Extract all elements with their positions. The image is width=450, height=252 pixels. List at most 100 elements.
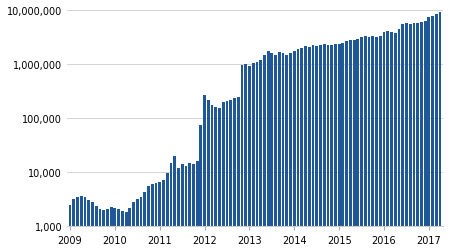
Bar bbox=[162, 181, 165, 252]
Bar bbox=[368, 38, 370, 252]
Bar bbox=[274, 56, 277, 252]
Bar bbox=[181, 165, 184, 252]
Bar bbox=[360, 38, 363, 252]
Bar bbox=[315, 47, 318, 252]
Bar bbox=[128, 208, 131, 252]
Bar bbox=[439, 13, 441, 252]
Bar bbox=[431, 17, 434, 252]
Bar bbox=[110, 207, 112, 252]
Bar bbox=[394, 34, 396, 252]
Bar bbox=[390, 33, 393, 252]
Bar bbox=[311, 46, 315, 252]
Bar bbox=[435, 15, 438, 252]
Bar bbox=[136, 199, 139, 252]
Bar bbox=[263, 56, 266, 252]
Bar bbox=[349, 41, 352, 252]
Bar bbox=[285, 56, 288, 252]
Bar bbox=[192, 165, 195, 252]
Bar bbox=[409, 24, 412, 252]
Bar bbox=[364, 37, 367, 252]
Bar bbox=[256, 63, 258, 252]
Bar bbox=[424, 22, 427, 252]
Bar bbox=[308, 48, 310, 252]
Bar bbox=[345, 42, 348, 252]
Bar bbox=[300, 49, 303, 252]
Bar bbox=[125, 212, 127, 252]
Bar bbox=[241, 66, 243, 252]
Bar bbox=[428, 18, 430, 252]
Bar bbox=[173, 156, 176, 252]
Bar bbox=[252, 64, 255, 252]
Bar bbox=[203, 96, 206, 252]
Bar bbox=[184, 166, 187, 252]
Bar bbox=[420, 22, 423, 252]
Bar bbox=[259, 61, 262, 252]
Bar bbox=[397, 30, 400, 252]
Bar bbox=[338, 45, 341, 252]
Bar bbox=[237, 97, 240, 252]
Bar bbox=[248, 66, 251, 252]
Bar bbox=[244, 65, 247, 252]
Bar bbox=[80, 196, 83, 252]
Bar bbox=[319, 46, 322, 252]
Bar bbox=[401, 25, 404, 252]
Bar bbox=[166, 173, 169, 252]
Bar bbox=[121, 211, 124, 252]
Bar bbox=[267, 51, 270, 252]
Bar bbox=[84, 198, 86, 252]
Bar bbox=[117, 209, 120, 252]
Bar bbox=[233, 98, 236, 252]
Bar bbox=[270, 54, 273, 252]
Bar bbox=[106, 209, 109, 252]
Bar bbox=[387, 32, 389, 252]
Bar bbox=[278, 53, 281, 252]
Bar bbox=[87, 201, 90, 252]
Bar bbox=[102, 210, 105, 252]
Bar bbox=[356, 40, 359, 252]
Bar bbox=[293, 51, 296, 252]
Bar bbox=[327, 46, 329, 252]
Bar bbox=[225, 102, 229, 252]
Bar bbox=[158, 182, 161, 252]
Bar bbox=[371, 37, 374, 252]
Bar bbox=[222, 103, 225, 252]
Bar bbox=[99, 209, 101, 252]
Bar bbox=[382, 33, 385, 252]
Bar bbox=[91, 202, 94, 252]
Bar bbox=[132, 202, 135, 252]
Bar bbox=[304, 47, 307, 252]
Bar bbox=[289, 54, 292, 252]
Bar bbox=[297, 50, 299, 252]
Bar bbox=[72, 199, 75, 252]
Bar bbox=[69, 205, 72, 252]
Bar bbox=[196, 162, 198, 252]
Bar bbox=[188, 163, 191, 252]
Bar bbox=[76, 197, 79, 252]
Bar bbox=[323, 45, 326, 252]
Bar bbox=[330, 46, 333, 252]
Bar bbox=[207, 100, 210, 252]
Bar bbox=[155, 184, 157, 252]
Bar bbox=[379, 37, 382, 252]
Bar bbox=[177, 168, 180, 252]
Bar bbox=[413, 24, 415, 252]
Bar bbox=[334, 45, 337, 252]
Bar bbox=[282, 54, 284, 252]
Bar bbox=[416, 24, 419, 252]
Bar bbox=[199, 125, 202, 252]
Bar bbox=[375, 38, 378, 252]
Bar bbox=[230, 100, 232, 252]
Bar bbox=[95, 206, 98, 252]
Bar bbox=[405, 24, 408, 252]
Bar bbox=[147, 186, 150, 252]
Bar bbox=[170, 163, 172, 252]
Bar bbox=[218, 109, 221, 252]
Bar bbox=[353, 41, 356, 252]
Bar bbox=[144, 193, 146, 252]
Bar bbox=[211, 106, 213, 252]
Bar bbox=[342, 44, 344, 252]
Bar bbox=[113, 208, 116, 252]
Bar bbox=[140, 197, 143, 252]
Bar bbox=[214, 108, 217, 252]
Bar bbox=[151, 184, 153, 252]
